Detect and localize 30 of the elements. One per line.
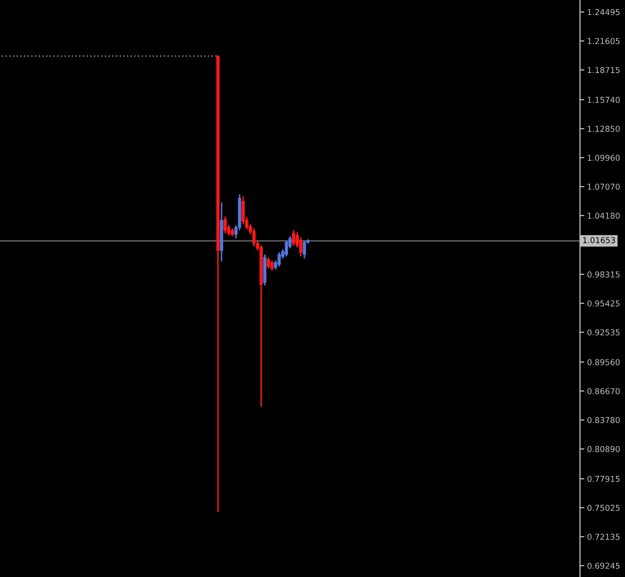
y-tick-label: 0.95425 bbox=[587, 300, 620, 306]
y-tick-label: 1.18715 bbox=[588, 66, 620, 74]
candlestick bbox=[299, 236, 302, 258]
candlestick bbox=[242, 196, 245, 226]
candlestick bbox=[302, 240, 306, 260]
candlestick bbox=[266, 256, 270, 270]
y-tick-label: 0.77915 bbox=[587, 476, 620, 482]
y-tick-label: 0.69245 bbox=[587, 562, 620, 569]
y-tick-label: 0.80890 bbox=[587, 446, 620, 452]
y-tick-label: 0.86670 bbox=[587, 388, 620, 394]
y-tick-label: 0.83780 bbox=[587, 417, 620, 424]
candlestick bbox=[278, 252, 281, 268]
y-tick-label: 0.75025 bbox=[587, 504, 620, 511]
y-tick-label: 0.89560 bbox=[587, 359, 620, 366]
y-tick-label: 1.09960 bbox=[588, 154, 620, 161]
y-tick-label: 0.92535 bbox=[587, 329, 620, 336]
ref-line-label: 1.01653 bbox=[583, 237, 615, 244]
y-tick-label: 1.21605 bbox=[588, 38, 620, 44]
y-tick-label: 1.15740 bbox=[588, 96, 620, 103]
y-tick-label: 1.07070 bbox=[588, 184, 620, 190]
y-tick-label: 0.98315 bbox=[587, 271, 620, 278]
candlestick bbox=[270, 260, 274, 272]
candlestick bbox=[284, 240, 288, 258]
y-tick-label: 1.12850 bbox=[588, 126, 620, 132]
y-tick-label: 0.72135 bbox=[587, 534, 620, 540]
candlestick bbox=[252, 228, 256, 248]
y-tick-label: 1.24495 bbox=[588, 9, 620, 16]
candlestick bbox=[224, 216, 227, 234]
y-tick-label: 1.04180 bbox=[588, 212, 620, 219]
candlestick bbox=[292, 230, 296, 246]
